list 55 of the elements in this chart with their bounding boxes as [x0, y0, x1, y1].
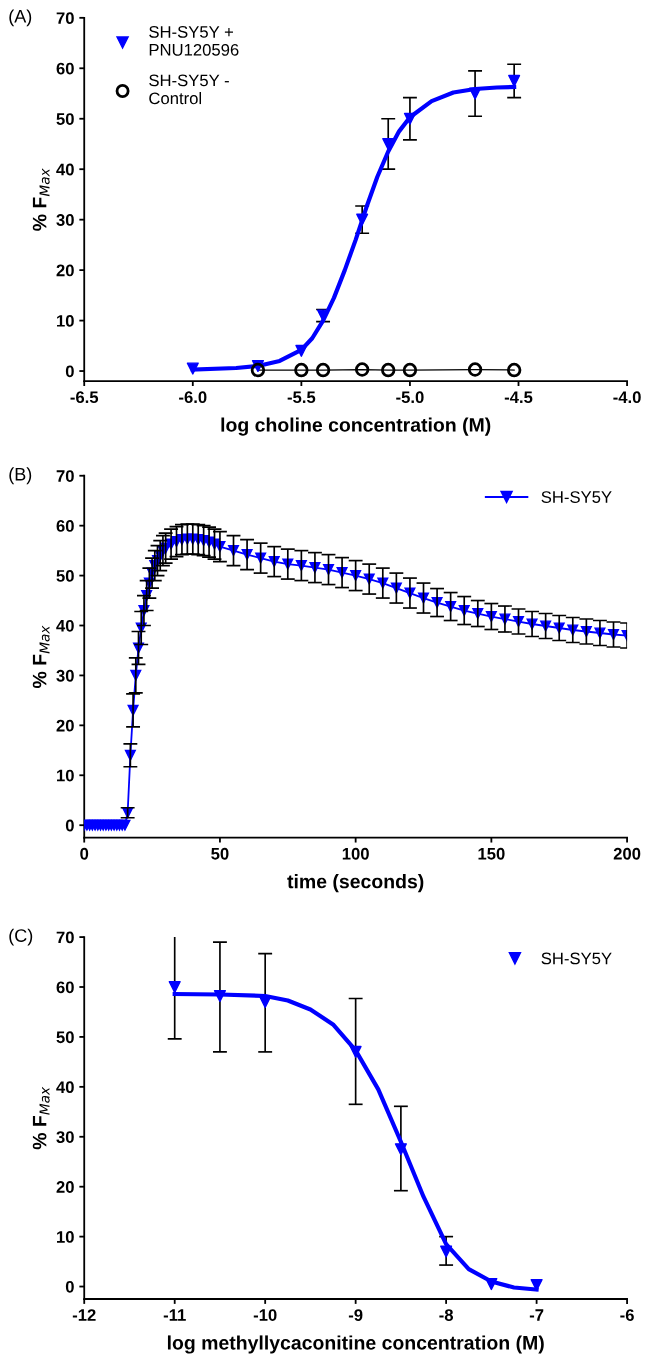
- x-tick-label: 50: [211, 847, 229, 860]
- y-tick-label: 20: [56, 264, 74, 277]
- x-tick-label: 0: [80, 847, 89, 860]
- x-tick-label: -4.5: [504, 391, 533, 404]
- y-tick-label: 70: [56, 12, 74, 25]
- x-axis-title: log methyllycaconitine concentration (M): [167, 1335, 544, 1354]
- y-tick-label: 70: [56, 470, 74, 482]
- legend-label: SH-SY5Y + PNU120596: [149, 26, 239, 56]
- y-tick-label: 30: [56, 1131, 74, 1143]
- y-tick-label: 40: [56, 619, 74, 632]
- y-tick-label: 0: [65, 365, 74, 378]
- x-axis-title: time (seconds): [287, 874, 424, 893]
- x-tick-label: -11: [163, 1309, 186, 1321]
- y-tick-label: 60: [56, 520, 74, 532]
- chart-title: (C): [9, 928, 33, 946]
- y-tick-label: 50: [56, 569, 74, 582]
- y-axis-title: % F$_{Max}$: [32, 625, 50, 689]
- chart-title: (B): [9, 467, 32, 485]
- y-axis-title: % F$_{Max}$: [32, 1086, 50, 1150]
- y-tick-label: 30: [56, 214, 74, 226]
- y-tick-label: 30: [56, 669, 74, 682]
- x-axis-title: log choline concentration (M): [221, 417, 491, 436]
- y-tick-label: 60: [56, 62, 74, 75]
- y-axis-title: % F$_{Max}$: [32, 168, 50, 231]
- x-tick-label: -5.5: [287, 391, 316, 404]
- y-tick-label: 10: [57, 1231, 74, 1243]
- y-tick-label: 10: [57, 314, 74, 327]
- x-tick-label: -5.0: [396, 391, 424, 404]
- x-tick-label: -8: [439, 1309, 454, 1321]
- x-tick-label: -6.5: [70, 391, 99, 404]
- x-tick-label: 150: [478, 847, 505, 860]
- y-tick-label: 40: [56, 163, 74, 176]
- y-tick-label: 50: [56, 113, 74, 125]
- x-tick-label: -6: [620, 1309, 634, 1321]
- x-tick-label: -4.0: [613, 391, 641, 404]
- chart-title: (A): [9, 9, 32, 27]
- x-tick-label: 100: [342, 847, 369, 860]
- x-tick-label: -6.0: [179, 391, 207, 404]
- x-tick-label: 200: [613, 847, 641, 860]
- y-tick-label: 20: [56, 1181, 74, 1193]
- legend-label: SH-SY5Y: [541, 491, 612, 503]
- y-tick-label: 10: [57, 769, 74, 782]
- y-tick-label: 50: [56, 1031, 74, 1044]
- y-tick-label: 70: [56, 931, 74, 944]
- y-tick-label: 20: [56, 719, 74, 732]
- x-tick-label: -12: [72, 1309, 96, 1321]
- x-tick-label: -7: [529, 1309, 544, 1321]
- y-tick-label: 0: [65, 1280, 74, 1293]
- x-tick-label: -10: [253, 1309, 277, 1321]
- y-tick-label: 60: [56, 981, 74, 994]
- x-tick-label: -9: [348, 1309, 363, 1321]
- y-tick-label: 40: [56, 1081, 74, 1094]
- y-tick-label: 0: [65, 819, 74, 832]
- legend-label: SH-SY5Y - Control: [149, 74, 229, 105]
- legend-label: SH-SY5Y: [541, 952, 612, 965]
